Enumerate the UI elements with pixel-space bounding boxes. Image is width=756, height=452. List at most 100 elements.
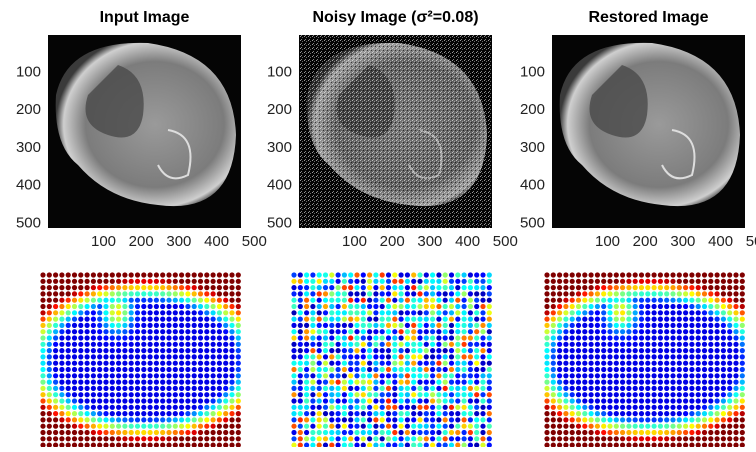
dot — [47, 373, 52, 378]
dot — [166, 298, 171, 303]
dot — [424, 361, 429, 366]
dot — [607, 380, 612, 385]
dot — [683, 317, 688, 322]
dot — [179, 329, 184, 334]
dot — [386, 354, 391, 359]
dot — [310, 354, 315, 359]
dot — [361, 342, 366, 347]
dot — [97, 386, 102, 391]
dot — [310, 310, 315, 315]
dot — [582, 424, 587, 429]
dot — [664, 348, 669, 353]
dot — [443, 291, 448, 296]
dot — [304, 398, 309, 403]
dot — [97, 317, 102, 322]
dot — [468, 304, 473, 309]
dot — [103, 272, 108, 277]
dot — [462, 443, 467, 448]
dot — [626, 310, 631, 315]
dot — [291, 367, 296, 372]
dot — [620, 424, 625, 429]
dot — [148, 367, 153, 372]
dot — [298, 373, 303, 378]
dot — [135, 392, 140, 397]
dot — [122, 291, 127, 296]
dot — [304, 285, 309, 290]
dot — [185, 291, 190, 296]
dot — [110, 361, 115, 366]
dot — [417, 430, 422, 435]
dot — [570, 380, 575, 385]
dot — [480, 380, 485, 385]
dot — [430, 285, 435, 290]
dot — [192, 354, 197, 359]
dot — [66, 279, 71, 284]
dot — [336, 417, 341, 422]
dot — [436, 430, 441, 435]
dot — [417, 329, 422, 334]
dot — [367, 424, 372, 429]
dot — [323, 329, 328, 334]
panel-title: Noisy Image (σ²=0.08) — [312, 9, 478, 26]
dot — [727, 430, 732, 435]
dot — [85, 342, 90, 347]
dot — [129, 329, 134, 334]
dot — [544, 304, 549, 309]
dot — [449, 443, 454, 448]
dot — [614, 279, 619, 284]
dot — [160, 317, 165, 322]
dot — [696, 323, 701, 328]
dot — [658, 317, 663, 322]
dot — [582, 417, 587, 422]
dot — [336, 380, 341, 385]
dot — [733, 329, 738, 334]
dot — [304, 304, 309, 309]
dot — [601, 417, 606, 422]
dot — [595, 436, 600, 441]
dot — [474, 272, 479, 277]
dot — [103, 348, 108, 353]
dot — [85, 323, 90, 328]
dot — [614, 417, 619, 422]
dot — [733, 279, 738, 284]
dot — [740, 348, 745, 353]
dot — [103, 373, 108, 378]
dot — [317, 373, 322, 378]
dot — [696, 386, 701, 391]
dot — [53, 380, 58, 385]
dot — [417, 317, 422, 322]
dot — [59, 348, 64, 353]
dot — [689, 443, 694, 448]
dot — [436, 367, 441, 372]
dot — [652, 424, 657, 429]
dot — [677, 392, 682, 397]
dot — [449, 361, 454, 366]
dot — [91, 304, 96, 309]
dot — [645, 443, 650, 448]
dot — [236, 354, 241, 359]
dot — [160, 361, 165, 366]
dot — [40, 430, 45, 435]
dot — [639, 291, 644, 296]
dot — [670, 443, 675, 448]
dot — [141, 386, 146, 391]
dot — [304, 291, 309, 296]
dot — [480, 436, 485, 441]
y-tick-label: 200 — [16, 101, 41, 118]
dot-grid — [40, 272, 241, 447]
dot — [40, 367, 45, 372]
dot — [727, 279, 732, 284]
dot — [317, 285, 322, 290]
dot — [91, 424, 96, 429]
dot — [417, 354, 422, 359]
dot — [229, 285, 234, 290]
dot — [601, 342, 606, 347]
dot — [179, 323, 184, 328]
dot — [424, 436, 429, 441]
dot — [664, 430, 669, 435]
dot — [551, 443, 556, 448]
dot — [487, 310, 492, 315]
dot — [633, 279, 638, 284]
dot — [652, 329, 657, 334]
dot — [110, 380, 115, 385]
